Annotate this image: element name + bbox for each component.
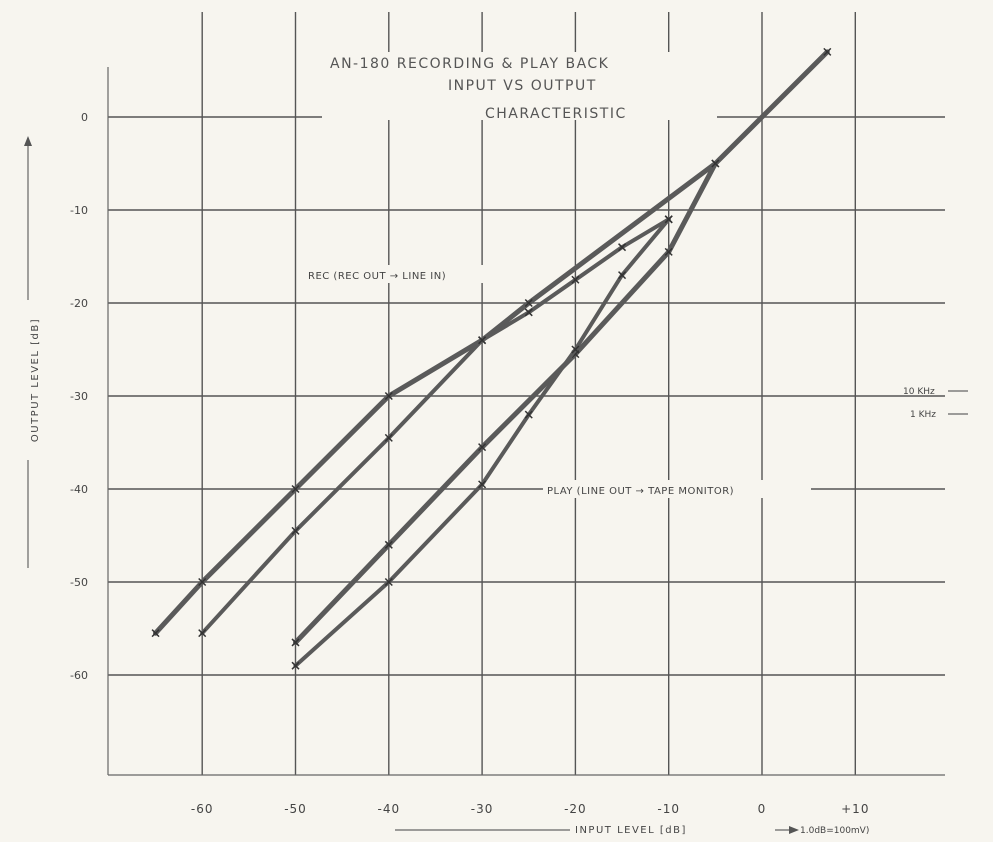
data-point-mark: [524, 410, 533, 419]
y-tick-label: 0: [81, 111, 88, 124]
data-point-mark: [291, 484, 300, 494]
y-tick-label: -20: [70, 297, 88, 310]
data-point: [478, 443, 487, 452]
data-point-mark: [198, 577, 207, 587]
data-point: [291, 484, 300, 494]
legend-10khz: 10 KHz: [903, 387, 935, 397]
data-point: [618, 271, 627, 280]
data-point: [478, 336, 487, 345]
x-tick-label: -40: [377, 802, 400, 816]
data-point-mark: [384, 540, 393, 549]
data-point: [478, 480, 487, 489]
data-point: [384, 540, 393, 549]
grid: [108, 12, 945, 775]
data-point-mark: [618, 243, 627, 252]
data-point-mark: [478, 480, 487, 489]
data-point: [664, 247, 673, 256]
data-point: [198, 577, 207, 587]
data-point: [291, 661, 300, 670]
x-tick-label: -10: [657, 802, 680, 816]
data-point: [664, 215, 673, 224]
series-line: [153, 49, 830, 636]
data-point-mark: [198, 629, 207, 638]
data-point: [618, 243, 627, 252]
data-point: [823, 47, 832, 56]
data-point: [198, 629, 207, 638]
x-tick-label: 0: [758, 802, 767, 816]
data-point: [151, 629, 160, 638]
data-point: [524, 410, 533, 419]
data-point-mark: [618, 271, 627, 280]
data-point: [524, 308, 533, 317]
data-point-mark: [151, 629, 160, 638]
series-line: [293, 161, 718, 645]
axes: -60 -50 -40 -30 -20 -10 0 +10 0 -10 -20 -30 -40 -50 -6…: [24, 67, 968, 834]
data-point-mark: [524, 298, 533, 308]
data-point: [571, 345, 580, 354]
labels-group: AN-180 RECORDING & PLAY BACK INPUT VS OU…: [30, 52, 936, 838]
x-tick-label: -30: [471, 802, 494, 816]
data-point-mark: [571, 275, 580, 284]
data-point-mark: [384, 391, 393, 401]
y-tick-label: -40: [70, 483, 88, 496]
rec-annotation: REC (REC OUT → LINE IN): [308, 271, 446, 282]
data-point-mark: [291, 526, 300, 535]
chart-subtitle-line1: INPUT VS OUTPUT: [448, 78, 597, 94]
y-tick-label: -30: [70, 390, 88, 403]
chart-subtitle-line2: CHARACTERISTIC: [485, 106, 627, 122]
x-tick-label: -50: [284, 802, 307, 816]
data-point-mark: [823, 47, 832, 56]
legend-1khz: 1 KHz: [910, 410, 936, 420]
x-axis-label: INPUT LEVEL [dB]: [575, 825, 687, 836]
data-point-mark: [478, 443, 487, 452]
data-point-mark: [664, 247, 673, 256]
data-point-mark: [478, 336, 487, 345]
y-tick-label: -60: [70, 669, 88, 682]
data-point-mark: [291, 638, 300, 647]
xlabel-bg: [570, 820, 775, 838]
chart-title: AN-180 RECORDING & PLAY BACK: [330, 56, 609, 72]
data-point-mark: [711, 159, 720, 168]
data-point-mark: [384, 433, 393, 442]
x-axis-note: 1.0dB=100mV): [800, 826, 869, 836]
y-axis-label: OUTPUT LEVEL [dB]: [30, 318, 41, 442]
data-point: [384, 433, 393, 442]
data-point: [291, 526, 300, 535]
data-point-mark: [571, 345, 580, 354]
series-group: [151, 47, 832, 670]
series-line: [200, 217, 671, 636]
data-point: [384, 391, 393, 401]
data-point-mark: [384, 577, 393, 587]
title-bg: [322, 52, 717, 120]
rec-annotation-bg: [305, 265, 508, 283]
data-point: [291, 638, 300, 647]
play-annotation: PLAY (LINE OUT → TAPE MONITOR): [547, 486, 734, 497]
data-point-mark: [291, 661, 300, 670]
data-point: [711, 159, 720, 168]
x-tick-label: +10: [841, 802, 869, 816]
y-tick-label: -50: [70, 576, 88, 589]
x-axis-arrowhead: [789, 826, 799, 834]
x-tick-label: -60: [191, 802, 214, 816]
data-point: [571, 275, 580, 284]
y-tick-label: -10: [70, 204, 88, 217]
data-point-mark: [524, 308, 533, 317]
data-point: [524, 298, 533, 308]
data-point: [384, 577, 393, 587]
data-point-mark: [664, 215, 673, 224]
x-tick-label: -20: [564, 802, 587, 816]
y-axis-arrowhead: [24, 136, 32, 146]
play-annotation-bg: [543, 480, 811, 498]
